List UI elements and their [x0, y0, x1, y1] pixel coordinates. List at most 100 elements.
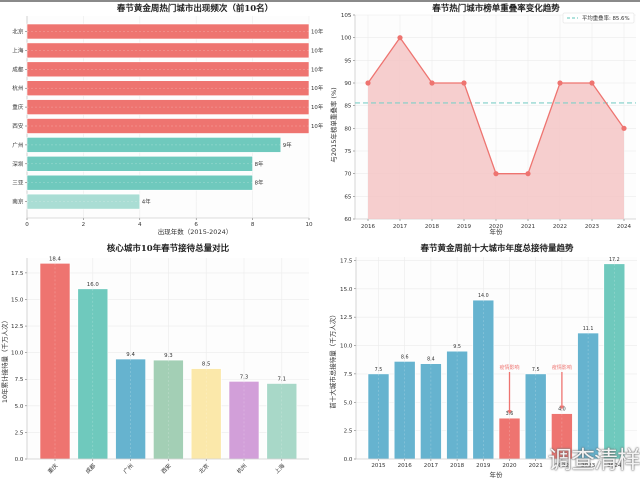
value-label: 10年	[311, 46, 324, 54]
data-point	[589, 80, 595, 86]
y-tick-label: 西安	[12, 122, 24, 130]
data-point	[525, 171, 531, 177]
y-tick-label: 杭州	[12, 84, 23, 92]
chart3-plot: 0.0 2.5 5.0 7.5 10.0 12.5 15.0 17.5 18.4 重庆 16.0 成都…	[11, 256, 309, 475]
value-label: 7.5	[375, 367, 383, 373]
data-point	[621, 125, 627, 131]
chart2-ylabel: 与2015年榜单重叠率 (%)	[329, 87, 338, 162]
x-tick-label: 2015	[371, 463, 386, 469]
chart2-title: 春节热门城市榜单重叠率变化趋势	[431, 3, 560, 14]
legend-label: 平均重叠率: 85.6%	[582, 14, 630, 22]
data-point	[429, 80, 435, 86]
y-tick-label: 南京	[12, 198, 24, 206]
data-point	[493, 171, 499, 177]
value-label: 10年	[311, 84, 324, 92]
bar	[266, 383, 298, 460]
y-tick-label: 17.5	[340, 258, 353, 264]
y-tick-label: 90	[344, 81, 352, 87]
value-label: 7.5	[532, 367, 540, 373]
y-tick-label: 70	[344, 172, 352, 178]
annotation-arrow-head	[559, 405, 565, 410]
y-tick-label: 10.0	[11, 351, 24, 357]
x-tick-label: 重庆	[46, 461, 60, 475]
y-tick-label: 深圳	[12, 160, 24, 168]
chart1-xlabel: 出现年数（2015-2024）	[158, 227, 232, 236]
annotation-label: 疫情影响	[499, 364, 519, 371]
x-tick-label: 2017	[424, 463, 439, 469]
value-label: 11.1	[583, 326, 594, 332]
y-tick-label: 10.0	[340, 344, 353, 350]
bar	[472, 299, 495, 460]
x-tick-label: 4	[138, 222, 142, 228]
y-tick-label: 65	[344, 194, 352, 200]
chart2-plot: 60 65 70 75 80 85 90 95 100 105 2016 2017 2018 2019 20…	[341, 12, 636, 230]
value-label: 7.1	[278, 376, 287, 382]
bar	[190, 368, 222, 460]
x-tick-label: 2	[82, 222, 86, 228]
bar	[228, 381, 260, 460]
data-point	[365, 80, 371, 86]
chart4-title: 春节黄金周前十大城市年度总接待量趋势	[419, 243, 574, 254]
y-tick-label: 75	[344, 149, 352, 155]
y-tick-label: 三亚	[12, 180, 24, 187]
y-tick-label: 105	[341, 13, 352, 19]
y-tick-label: 7.5	[15, 377, 24, 383]
data-point	[557, 80, 563, 86]
y-tick-label: 100	[341, 36, 352, 42]
x-tick-label: 2016	[398, 463, 413, 469]
chart4-plot: 0.0 2.5 5.0 7.5 10.0 12.5 15.0 17.5 7.5 2015 8.6 20…	[340, 257, 637, 469]
value-label: 10年	[311, 65, 324, 73]
x-tick-label: 2024	[617, 224, 632, 230]
data-point	[461, 80, 467, 86]
watermark: 调查清样	[548, 446, 640, 474]
value-label: 10年	[311, 103, 324, 111]
value-label: 8年	[255, 179, 264, 187]
y-tick-label: 5.0	[344, 400, 353, 406]
value-label: 9.3	[164, 353, 173, 359]
x-tick-label: 广州	[121, 462, 135, 476]
value-label: 8.5	[202, 362, 211, 368]
x-tick-label: 2017	[393, 224, 408, 230]
y-tick-label: 17.5	[11, 271, 24, 277]
x-tick-label: 杭州	[235, 462, 249, 476]
chart3-title: 核心城市10年春节接待总量对比	[107, 243, 230, 254]
chart2-xlabel: 年份	[490, 227, 504, 236]
x-tick-label: 2018	[425, 224, 440, 230]
bar	[153, 359, 184, 460]
chart3-ylabel: 10年累计接待量（千万人次）	[0, 317, 9, 403]
value-label: 8年	[255, 160, 264, 168]
y-tick-label: 0.0	[344, 457, 353, 463]
top-border	[0, 0, 640, 2]
x-tick-label: 2023	[581, 463, 596, 469]
x-tick-label: 10	[305, 222, 313, 228]
y-tick-label: 2.5	[344, 429, 353, 435]
x-tick-label: 2020	[489, 224, 504, 230]
y-tick-label: 12.5	[11, 324, 24, 330]
y-tick-label: 7.5	[344, 372, 353, 378]
data-point	[397, 35, 403, 41]
y-tick-label: 北京	[12, 28, 24, 36]
chart4-xlabel: 年份	[490, 470, 504, 479]
value-label: 10年	[311, 28, 324, 36]
value-label: 7.3	[240, 374, 249, 380]
x-tick-label: 2021	[529, 463, 544, 469]
value-label: 14.0	[478, 293, 489, 299]
y-tick-label: 15.0	[340, 287, 353, 293]
y-tick-label: 0.0	[15, 457, 24, 463]
x-tick-label: 北京	[197, 461, 211, 475]
y-tick-label: 2.5	[15, 430, 24, 436]
x-tick-label: 上海	[273, 461, 287, 475]
x-tick-label: 2023	[585, 224, 600, 230]
x-tick-label: 8	[251, 222, 255, 228]
value-label: 9年	[283, 141, 292, 149]
y-tick-label: 12.5	[340, 315, 353, 321]
y-tick-label: 重庆	[12, 103, 24, 111]
x-tick-label: 2016	[361, 224, 376, 230]
bar	[26, 137, 282, 153]
y-tick-label: 广州	[12, 141, 23, 149]
bar	[77, 288, 109, 460]
y-tick-label: 95	[344, 58, 352, 64]
annotation-label: 疫情影响	[552, 364, 572, 371]
